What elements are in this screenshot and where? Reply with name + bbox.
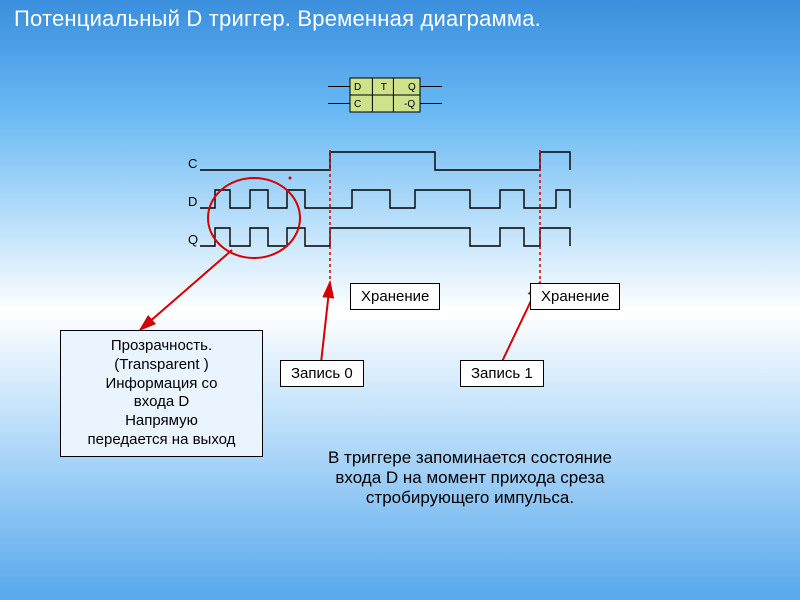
info-line6: передается на выход <box>88 431 236 448</box>
svg-text:C: C <box>188 156 197 171</box>
svg-text:Q: Q <box>408 82 416 93</box>
info-line4: входа D <box>134 393 189 410</box>
svg-text:D: D <box>354 82 361 93</box>
info-line2: (Transparent ) <box>114 356 208 373</box>
svg-text:D: D <box>188 194 197 209</box>
desc-line1: В триггере запоминается состояние <box>328 448 612 467</box>
label-write-0: Запись 0 <box>280 360 364 387</box>
info-line3: Информация со <box>105 375 217 392</box>
svg-text:-Q: -Q <box>404 99 415 110</box>
label-storage-1: Хранение <box>350 283 440 310</box>
svg-text:C: C <box>354 99 361 110</box>
label-write-1: Запись 1 <box>460 360 544 387</box>
svg-text:T: T <box>381 82 387 93</box>
svg-text:Q: Q <box>188 232 198 247</box>
info-line1: Прозрачность. <box>111 337 212 354</box>
description-text: В триггере запоминается состояние входа … <box>290 448 650 508</box>
desc-line3: стробирующего импульса. <box>366 488 574 507</box>
slide: { "title": "Потенциальный D триггер. Вре… <box>0 0 800 600</box>
info-transparent-box: Прозрачность. (Transparent ) Информация … <box>60 330 263 457</box>
info-line5: Напрямую <box>125 412 198 429</box>
label-storage-2: Хранение <box>530 283 620 310</box>
desc-line2: входа D на момент прихода среза <box>335 468 604 487</box>
